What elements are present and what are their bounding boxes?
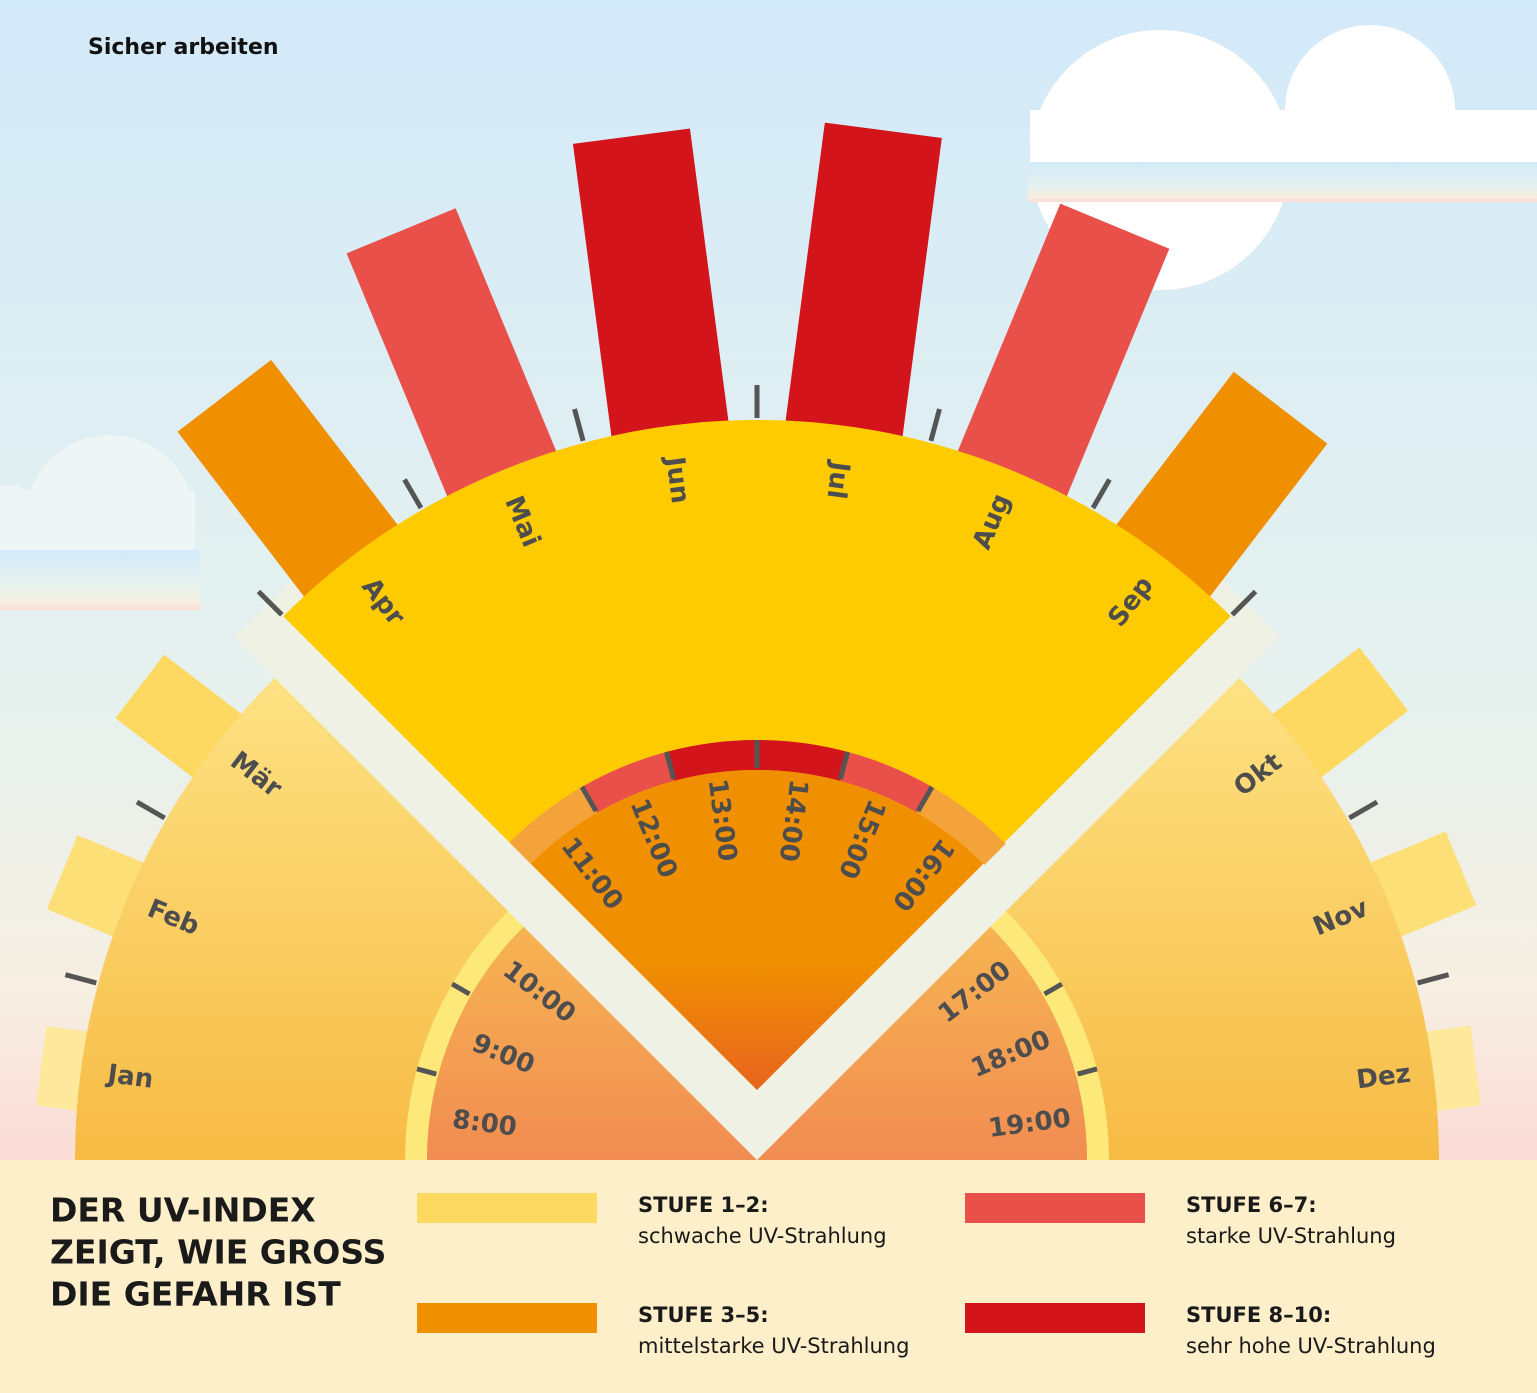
header-title: Sicher arbeiten xyxy=(88,35,279,60)
legend-level: STUFE 3–5: xyxy=(638,1303,769,1327)
legend-swatch xyxy=(965,1303,1145,1333)
legend-title: DIE GEFAHR IST xyxy=(50,1275,341,1314)
legend-level: STUFE 6–7: xyxy=(1186,1193,1317,1217)
legend-description: starke UV-Strahlung xyxy=(1186,1224,1396,1248)
legend-level: STUFE 8–10: xyxy=(1186,1303,1331,1327)
legend-description: sehr hohe UV-Strahlung xyxy=(1186,1334,1436,1358)
legend-swatch xyxy=(417,1193,597,1223)
label: Jun xyxy=(659,453,695,505)
cloud-base xyxy=(0,550,200,610)
legend-title: ZEIGT, WIE GROSS xyxy=(50,1233,386,1272)
legend-swatch xyxy=(417,1303,597,1333)
label: Jul xyxy=(820,458,855,501)
infographic: Sicher arbeiten JanFebMärAprMaiJunJulAug… xyxy=(0,0,1537,1393)
legend-description: schwache UV-Strahlung xyxy=(638,1224,887,1248)
legend-level: STUFE 1–2: xyxy=(638,1193,769,1217)
legend-title: DER UV-INDEX xyxy=(50,1191,316,1230)
page: Sicher arbeiten JanFebMärAprMaiJunJulAug… xyxy=(0,0,1537,1393)
label: Jan xyxy=(104,1059,155,1095)
legend-swatch xyxy=(965,1193,1145,1223)
cloud-base xyxy=(1028,162,1537,202)
legend-description: mittelstarke UV-Strahlung xyxy=(638,1334,909,1358)
